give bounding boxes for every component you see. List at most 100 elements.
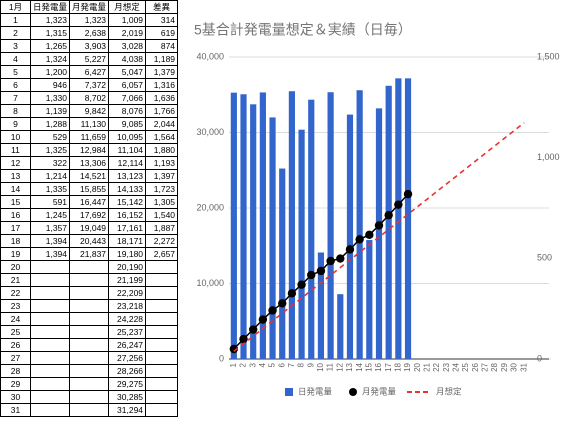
x-tick-label: 6 bbox=[277, 362, 286, 367]
table-cell: 8,702 bbox=[69, 91, 110, 105]
table-cell bbox=[69, 299, 110, 313]
table-cell: 1,214 bbox=[29, 169, 71, 183]
table-row: 9 1,288 11,130 9,085 2,044 bbox=[0, 117, 179, 131]
table-cell: 24,228 bbox=[108, 312, 147, 326]
table-row: 23 23,218 bbox=[0, 299, 179, 313]
table-row: 5 1,200 6,427 5,047 1,379 bbox=[0, 65, 179, 79]
line-marker bbox=[384, 210, 393, 220]
table-cell bbox=[29, 390, 71, 404]
table-cell: 21 bbox=[0, 273, 31, 287]
table-cell: 4 bbox=[0, 52, 31, 66]
y2-tick-label: 500 bbox=[537, 253, 552, 263]
line-marker bbox=[239, 334, 248, 344]
chart: 5基合計発電量想定＆実績（日毎） 0 10,000 20,000 30,000 40,0… bbox=[194, 22, 560, 397]
bar bbox=[298, 129, 305, 359]
x-tick-label: 31 bbox=[519, 362, 528, 371]
table-cell bbox=[145, 299, 179, 313]
x-tick-label: 19 bbox=[403, 362, 412, 371]
table-cell: 27 bbox=[0, 351, 31, 365]
table-cell: 29 bbox=[0, 377, 31, 391]
x-tick-label: 17 bbox=[384, 362, 393, 371]
table-row: 11 1,325 12,984 11,104 1,880 bbox=[0, 143, 179, 157]
x-tick-label: 8 bbox=[297, 362, 306, 367]
table-cell: 8,076 bbox=[108, 104, 147, 118]
bar bbox=[346, 114, 354, 360]
table-cell: 15,142 bbox=[108, 195, 147, 209]
table-cell bbox=[145, 325, 179, 339]
table-cell: 1,323 bbox=[69, 13, 110, 27]
table-cell: 1,200 bbox=[29, 65, 71, 79]
table-cell bbox=[69, 312, 110, 326]
table-cell: 20,443 bbox=[69, 234, 110, 248]
x-tick-label: 20 bbox=[413, 362, 422, 371]
table-cell bbox=[145, 377, 179, 391]
table-cell bbox=[145, 364, 179, 378]
table-cell: 12,984 bbox=[69, 143, 110, 157]
table-cell: 16,447 bbox=[69, 195, 110, 209]
table-cell: 18 bbox=[0, 234, 31, 248]
table-cell bbox=[29, 260, 71, 274]
line-marker bbox=[229, 344, 239, 354]
table-cell: 13 bbox=[0, 169, 31, 183]
table-cell: 11,659 bbox=[69, 130, 110, 144]
table-cell: 14,133 bbox=[108, 182, 147, 196]
line-marker bbox=[355, 235, 364, 244]
table-cell bbox=[69, 390, 110, 404]
table-cell: 26 bbox=[0, 338, 31, 352]
table-cell: 19 bbox=[0, 247, 31, 261]
x-tick-label: 18 bbox=[393, 362, 402, 371]
y-tick-label: 30,000 bbox=[196, 127, 224, 137]
line-marker bbox=[336, 254, 345, 263]
x-tick-label: 15 bbox=[364, 362, 373, 371]
table-row: 22 22,209 bbox=[0, 286, 179, 300]
table-cell: 6,427 bbox=[69, 65, 110, 79]
table-cell: 619 bbox=[145, 26, 179, 40]
table-cell: 1,397 bbox=[145, 169, 179, 183]
bar bbox=[404, 78, 412, 359]
table-cell: 28,266 bbox=[108, 364, 147, 378]
table-cell: 日発電量 bbox=[29, 0, 71, 14]
table-cell: 14,521 bbox=[69, 169, 110, 183]
table-cell: 24 bbox=[0, 312, 31, 326]
x-tick-label: 13 bbox=[345, 362, 354, 371]
table-cell: 22,209 bbox=[108, 286, 147, 300]
table-row: 1月 日発電量 月発電量 月想定 差異 bbox=[0, 0, 179, 14]
table-cell: 946 bbox=[29, 78, 71, 92]
table-cell: 1,193 bbox=[145, 156, 179, 170]
table-cell: 10 bbox=[0, 130, 31, 144]
bar bbox=[259, 92, 266, 360]
table-cell bbox=[145, 390, 179, 404]
table-cell bbox=[69, 351, 110, 365]
table-cell: 1,324 bbox=[29, 52, 71, 66]
bar bbox=[240, 94, 247, 359]
table-row: 26 26,247 bbox=[0, 338, 179, 352]
table-cell: 1月 bbox=[0, 0, 31, 14]
x-tick-label: 16 bbox=[374, 362, 383, 371]
x-tick-label: 14 bbox=[355, 362, 364, 371]
table-cell: 17 bbox=[0, 221, 31, 235]
table-cell: 5,227 bbox=[69, 52, 110, 66]
table-row: 13 1,214 14,521 13,123 1,397 bbox=[0, 169, 179, 183]
table-cell: 3,028 bbox=[108, 39, 147, 53]
legend-swatch bbox=[285, 388, 293, 396]
y-tick-label: 0 bbox=[219, 353, 224, 363]
table-row: 8 1,139 9,842 8,076 1,766 bbox=[0, 104, 179, 118]
table-cell: 1,323 bbox=[29, 13, 71, 27]
table-cell: 11 bbox=[0, 143, 31, 157]
table-cell: 1,316 bbox=[145, 78, 179, 92]
bar bbox=[337, 294, 344, 359]
table-cell: 16,152 bbox=[108, 208, 147, 222]
table-cell bbox=[29, 299, 71, 313]
line-marker bbox=[248, 325, 258, 334]
table-cell: 2,272 bbox=[145, 234, 179, 248]
x-tick-label: 28 bbox=[490, 362, 499, 371]
legend-label: 月想定 bbox=[436, 386, 462, 396]
table-cell: 7,066 bbox=[108, 91, 147, 105]
x-tick-label: 30 bbox=[510, 362, 519, 371]
x-tick-label: 2 bbox=[239, 362, 248, 367]
bar bbox=[269, 117, 276, 360]
table-cell bbox=[145, 286, 179, 300]
x-tick-label: 25 bbox=[461, 362, 470, 371]
table-cell: 2,044 bbox=[145, 117, 179, 131]
